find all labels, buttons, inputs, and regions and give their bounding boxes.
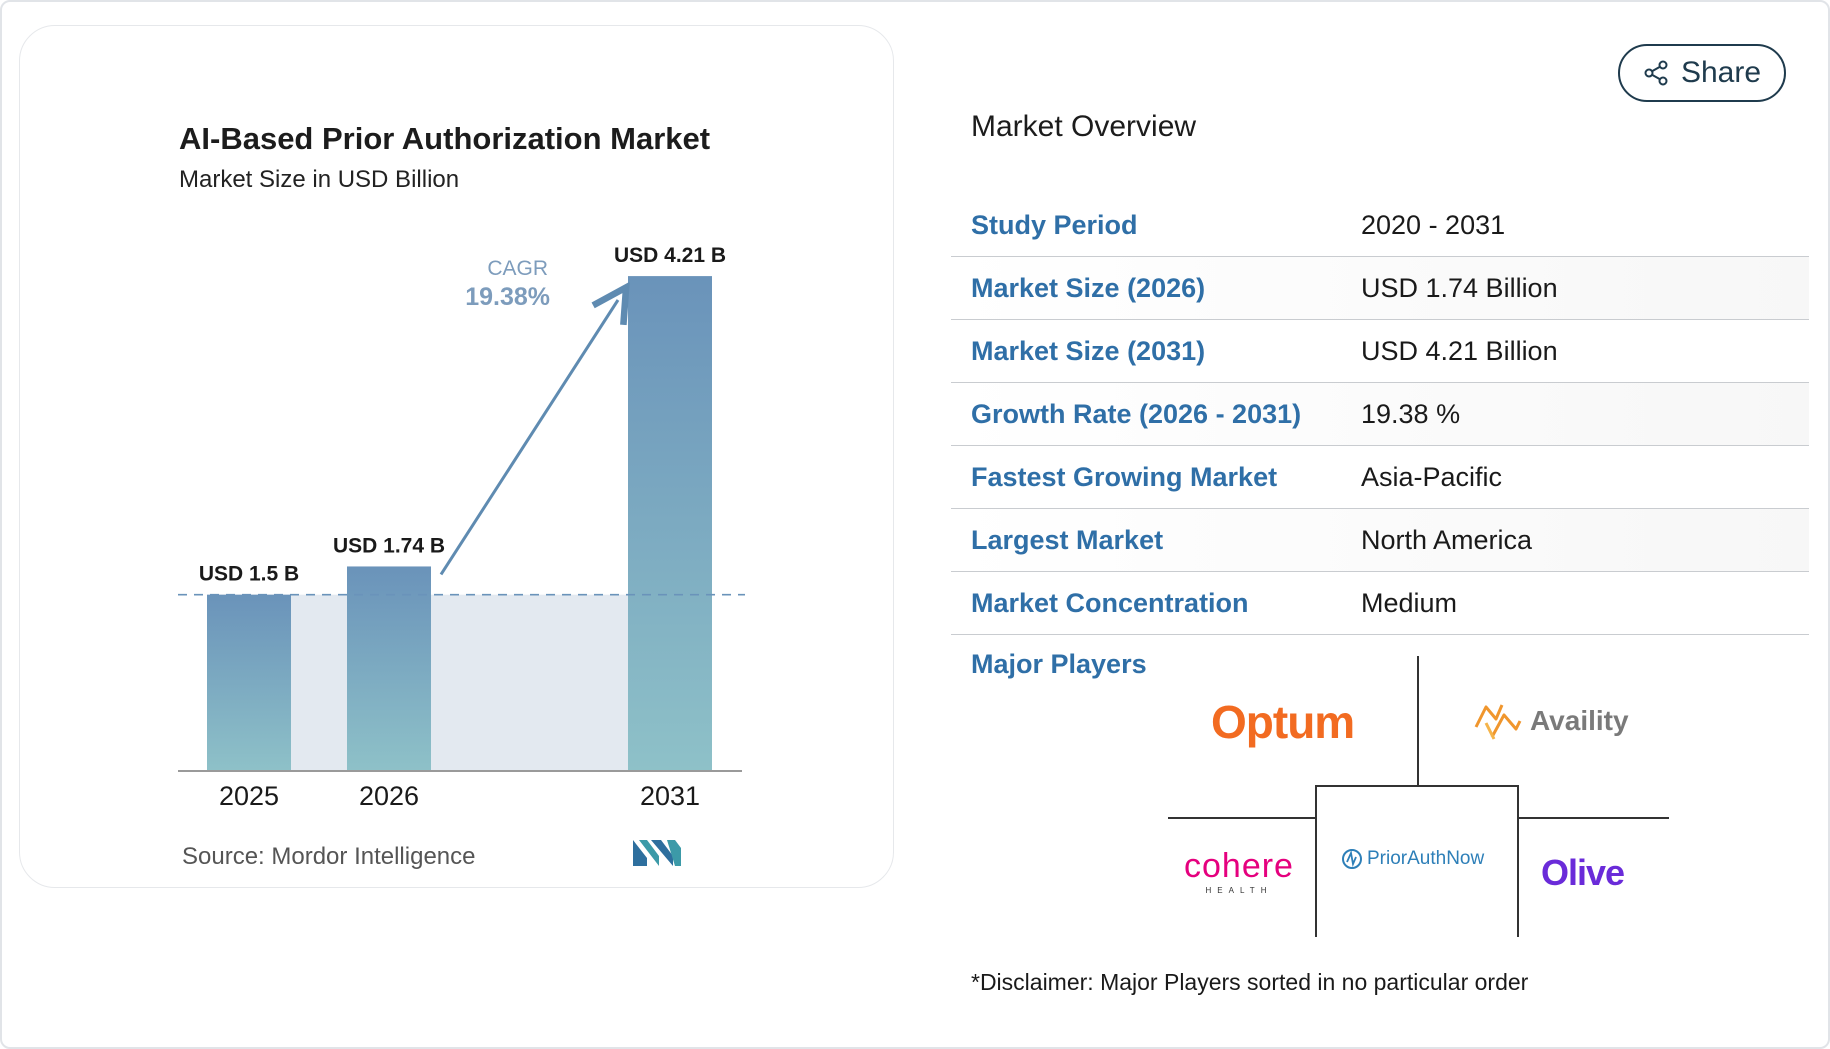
data-label: USD 4.21 B [614,244,726,267]
overview-value: North America [1361,525,1533,555]
grid-divider [1315,785,1519,787]
priorauthnow-mark-icon [1342,849,1362,869]
x-tick-label: 2025 [219,781,279,811]
major-players-label: Major Players [971,649,1147,679]
bar-2026 [347,566,431,771]
cagr-value: 19.38% [465,283,550,311]
overview-row-largest-market: Largest Market North America [951,509,1809,572]
overview-label: Study Period [971,210,1138,240]
share-label: Share [1680,56,1762,89]
overview-value: USD 4.21 Billion [1361,336,1558,366]
grid-divider [1315,785,1317,937]
grid-divider [1168,817,1315,819]
disclaimer-text: *Disclaimer: Major Players sorted in no … [971,969,1529,995]
data-label: USD 1.74 B [333,534,445,557]
cohere-sub-label: HEALTH [1205,886,1273,895]
overview-row-market-size-2031: Market Size (2031) USD 4.21 Billion [951,320,1809,383]
overview-row-fastest-growing: Fastest Growing Market Asia-Pacific [951,446,1809,509]
mordor-intelligence-logo [633,840,681,866]
cohere-health-logo: cohere HEALTH [1184,849,1294,895]
overview-row-growth-rate: Growth Rate (2026 - 2031) 19.38 % [951,383,1809,446]
overview-value: Medium [1361,588,1458,618]
overview-value: USD 1.74 Billion [1361,273,1558,303]
overview-label: Growth Rate (2026 - 2031) [971,399,1302,429]
x-tick-label: 2026 [359,781,419,811]
availity-logo: Availity [1472,697,1629,745]
availity-label: Availity [1530,705,1629,736]
grid-divider [1417,656,1419,786]
overview-label: Market Size (2026) [971,273,1206,303]
overview-value: Asia-Pacific [1361,462,1503,492]
data-label: USD 1.5 B [199,563,299,586]
priorauthnow-logo: PriorAuthNow [1341,848,1484,870]
availity-mark-icon [1474,704,1522,740]
olive-logo: Olive [1541,852,1625,893]
overview-value: 19.38 % [1361,399,1461,429]
optum-logo: Optum [1211,696,1355,748]
bar-2025 [207,594,291,771]
cagr-arrow [439,300,618,576]
cagr-label: CAGR [487,257,548,280]
overview-label: Fastest Growing Market [971,462,1278,492]
overview-label: Largest Market [971,525,1164,555]
share-icon [1644,60,1668,86]
chart-title: AI-Based Prior Authorization Market [179,121,711,156]
market-overview-table: Study Period 2020 - 2031 Market Size (20… [951,194,1809,635]
grid-divider [1517,785,1519,937]
overview-value: 2020 - 2031 [1361,210,1506,240]
chart-source: Source: Mordor Intelligence [182,843,476,870]
market-overview-title: Market Overview [971,110,1197,143]
bar-chart: USD 1.5 B 2025 USD 1.74 B 2026 USD 4.21 B 203… [178,244,745,811]
major-players-grid: Optum Availity cohere HEALTH PriorAuthNo… [1160,652,1680,938]
chart-subtitle: Market Size in USD Billion [179,166,460,193]
grid-divider [1519,817,1669,819]
bar-2031 [628,276,712,771]
x-tick-label: 2031 [640,781,700,811]
cohere-label: cohere [1184,847,1294,885]
overview-row-market-concentration: Market Concentration Medium [951,572,1809,635]
share-button[interactable]: Share [1618,44,1786,102]
overview-label: Market Concentration [971,588,1249,618]
overview-label: Market Size (2031) [971,336,1206,366]
overview-row-study-period: Study Period 2020 - 2031 [951,194,1809,257]
priorauthnow-label: PriorAuthNow [1367,848,1485,869]
overview-row-market-size-2026: Market Size (2026) USD 1.74 Billion [951,257,1809,320]
